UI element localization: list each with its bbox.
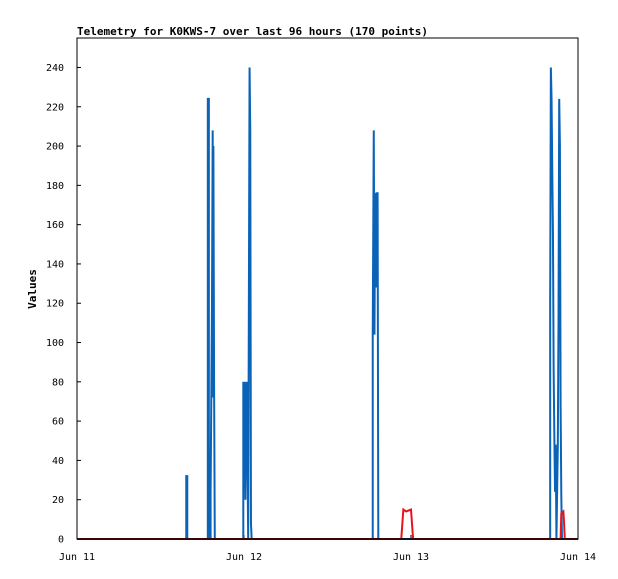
y-tick-label: 100 <box>46 338 64 349</box>
series-line-2 <box>77 507 578 540</box>
chart-title: Telemetry for K0KWS-7 over last 96 hours… <box>77 25 428 38</box>
y-tick-label: 180 <box>46 181 64 192</box>
x-tick-label: Jun 12 <box>226 552 262 563</box>
series-line-1 <box>77 67 578 540</box>
y-tick-label: 80 <box>52 377 64 388</box>
x-tick-label: Jun 11 <box>59 552 95 563</box>
y-tick-label: 160 <box>46 220 64 231</box>
y-tick-label: 0 <box>58 535 64 546</box>
y-tick-label: 60 <box>52 417 64 428</box>
y-axis-ticks: 0 20 40 60 80 100 120 140 160 180 200 220 240 <box>46 63 81 546</box>
y-axis-label: Values <box>26 269 39 309</box>
x-tick-label: Jun 13 <box>393 552 429 563</box>
y-tick-label: 140 <box>46 259 64 270</box>
y-tick-label: 240 <box>46 63 64 74</box>
y-tick-label: 20 <box>52 495 64 506</box>
y-tick-label: 220 <box>46 102 64 113</box>
y-tick-label: 120 <box>46 299 64 310</box>
x-tick-label: Jun 14 <box>560 552 596 563</box>
plot-frame <box>76 37 579 540</box>
y-tick-label: 40 <box>52 456 64 467</box>
y-tick-label: 200 <box>46 142 64 153</box>
series-layer <box>77 67 578 540</box>
